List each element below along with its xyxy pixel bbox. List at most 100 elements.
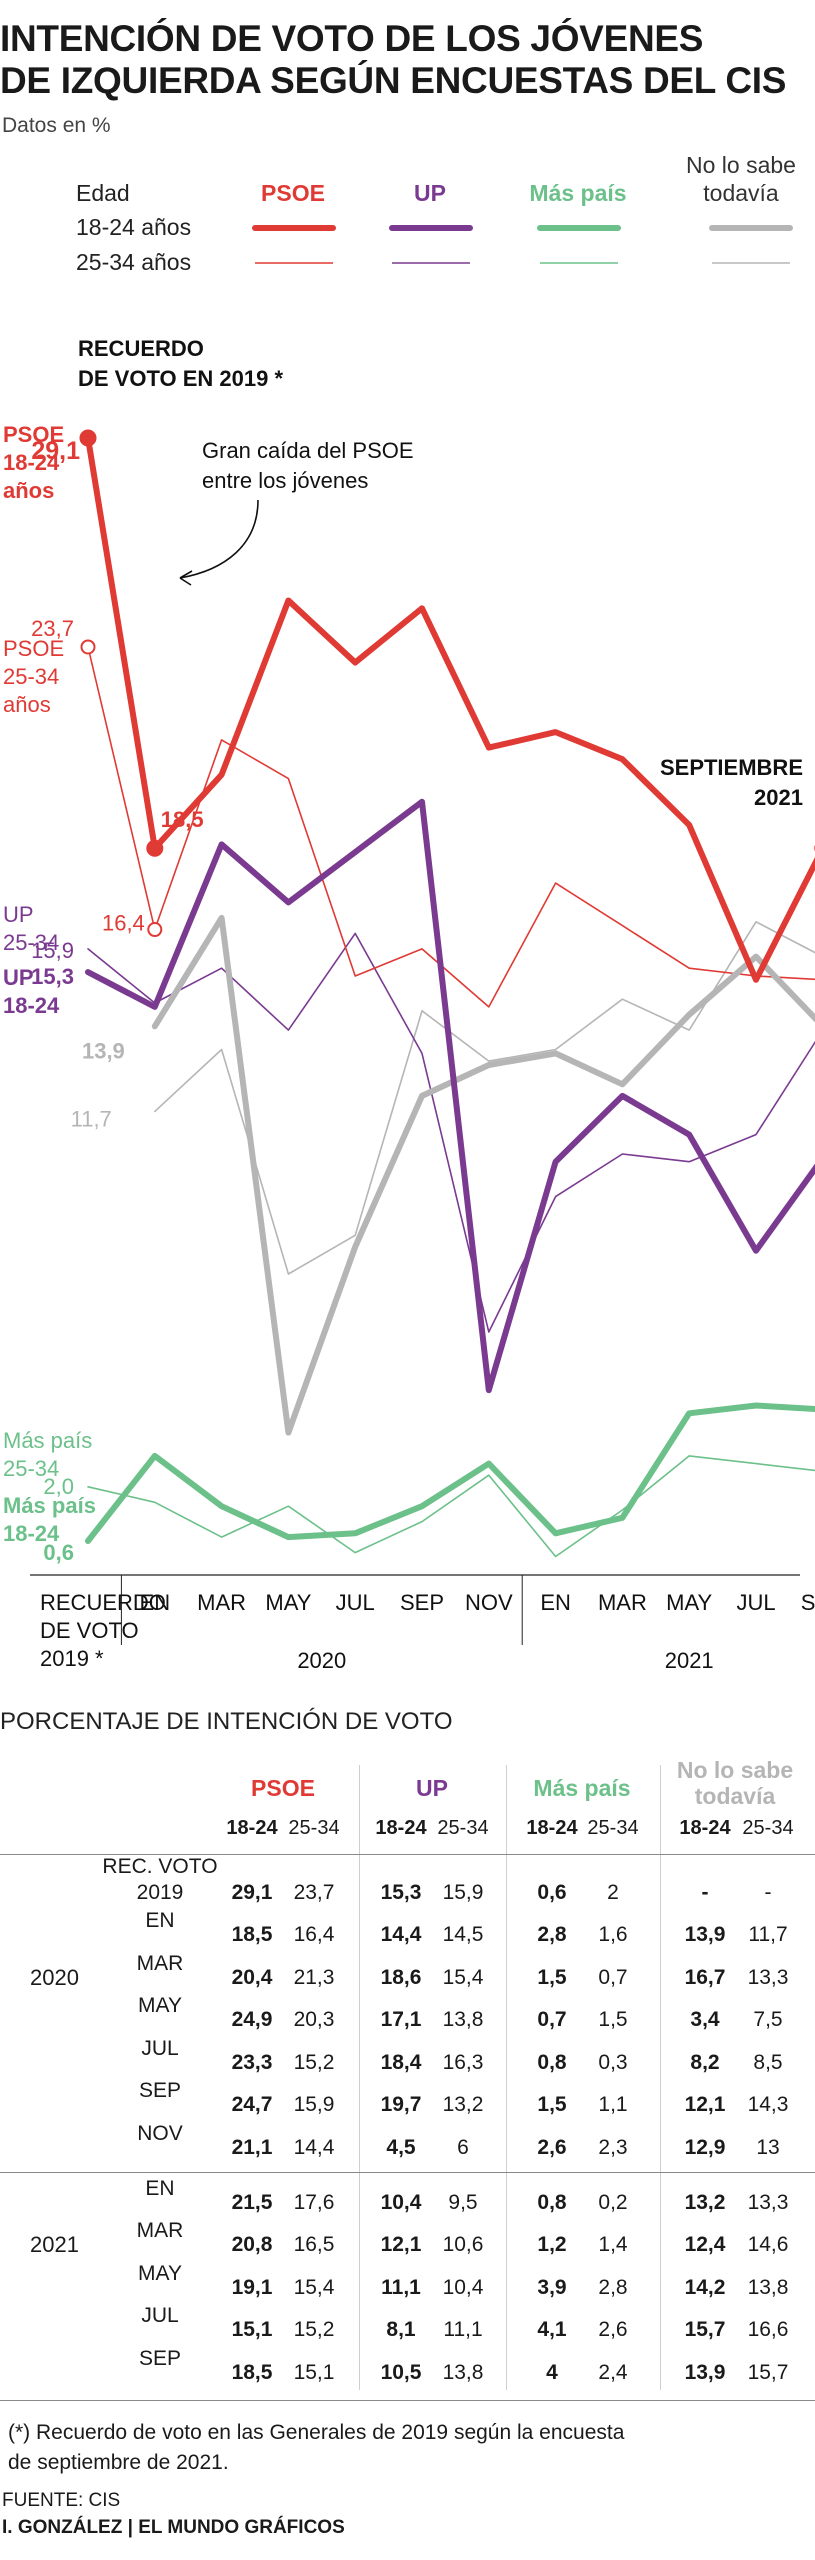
x-tick-label-0: EN: [140, 1590, 171, 1615]
annotation-caida-2: entre los jóvenes: [202, 468, 368, 493]
series-line-psoe-25-34: [87, 646, 815, 1008]
table-cell-7-1: 17,6: [293, 2191, 335, 2214]
table-cell-0-3: 15,9: [442, 1881, 484, 1904]
value-label-psoe-18-24-1: 18,5: [161, 807, 204, 832]
table-cell-0-6: -: [701, 1881, 709, 1904]
label-up-18-24: UP 18-24: [3, 965, 60, 1018]
label-psoe-25-34-line-1: PSOE: [3, 636, 64, 661]
annotation-septiembre-2: 2021: [754, 785, 803, 810]
value-label-up-25-34-0: 15,9: [31, 938, 74, 963]
table-cell-8-2: 12,1: [380, 2233, 422, 2256]
table-cell-7-6: 13,2: [684, 2191, 726, 2214]
label-psoe-18-24-line-2: 18-24: [3, 450, 60, 475]
table-cell-2-5: 0,7: [598, 1966, 628, 1989]
x-tick-label-9: JUL: [736, 1590, 775, 1615]
label-psoe-25-34: PSOE 25-34 años: [3, 636, 64, 717]
series-line-nosabe-18-24: [151, 914, 815, 1436]
table-row-label-11: SEP: [138, 2347, 182, 2370]
table-cell-7-7: 13,3: [747, 2191, 789, 2214]
x-tick-label-4: SEP: [400, 1590, 444, 1615]
value-label-psoe-25-34-1: 16,4: [102, 911, 145, 936]
x-year-label-0: 2020: [297, 1648, 346, 1673]
table-cell-5-4: 1,5: [537, 2093, 567, 2116]
table-cell-11-4: 4: [546, 2361, 558, 2384]
table-subheader-3: 25-34: [437, 1817, 489, 1839]
table-cell-5-1: 15,9: [293, 2093, 335, 2116]
table-row-label-8: MAR: [136, 2219, 184, 2242]
table-cell-5-0: 24,7: [231, 2093, 273, 2116]
table-cell-4-0: 23,3: [231, 2051, 273, 2074]
label-psoe-18-24: PSOE 18-24 años: [3, 422, 64, 503]
label-psoe-25-34-line-2: 25-34: [3, 664, 59, 689]
x-tick-label-7: MAR: [598, 1590, 647, 1615]
point-psoe-18-24-0: [79, 429, 97, 447]
table-cell-4-3: 16,3: [442, 2051, 484, 2074]
series-line-maspais-25-34: [87, 1455, 815, 1558]
table-cell-2-2: 18,6: [380, 1966, 422, 1989]
table-cell-0-2: 15,3: [380, 1881, 422, 1904]
table-year-2021: 2021: [30, 2232, 79, 2257]
x-tick-label-1: MAR: [197, 1590, 246, 1615]
table-cell-0-1: 23,7: [293, 1881, 335, 1904]
point-psoe-18-24-1: [146, 839, 164, 857]
label-psoe-18-24-line-1: PSOE: [3, 422, 64, 447]
table-cell-10-7: 16,6: [747, 2318, 789, 2341]
legend-age-header: Edad: [76, 180, 130, 206]
legend-psoe-label: PSOE: [261, 180, 325, 206]
table-cell-6-5: 2,3: [598, 2136, 628, 2159]
table-cell-8-0: 20,8: [231, 2233, 273, 2256]
table-bottom-rule: [0, 2400, 815, 2401]
table-cell-6-1: 14,4: [293, 2136, 335, 2159]
table-cell-10-0: 15,1: [231, 2318, 273, 2341]
label-up-18-24-line-1: UP: [3, 965, 34, 990]
table-cell-6-6: 12,9: [684, 2136, 726, 2159]
table-subheader-6: 18-24: [679, 1817, 731, 1839]
table-row-label-10: JUL: [141, 2304, 179, 2327]
table-cell-8-1: 16,5: [293, 2233, 335, 2256]
table-column-separator-2: [660, 1765, 661, 2390]
label-up-25-34-line-2: 25-34: [3, 930, 59, 955]
table-cell-11-2: 10,5: [380, 2361, 422, 2384]
label-maspais-18-24-line-1: Más país: [3, 1493, 96, 1518]
legend-nosabe-label-1: No lo sabe: [686, 152, 796, 178]
table-column-separator-1: [506, 1765, 507, 2390]
table-title: PORCENTAJE DE INTENCIÓN DE VOTO: [0, 1708, 453, 1735]
legend-maspais-label: Más país: [529, 180, 626, 206]
x-tick-recuerdo-0: RECUERDO: [40, 1590, 166, 1615]
x-axis: RECUERDO DE VOTO 2019 * EN MAR MAY JUL SEP NOV EN…: [30, 1574, 815, 1673]
table-cell-3-0: 24,9: [231, 2008, 273, 2031]
table-cell-9-4: 3,9: [537, 2276, 567, 2299]
label-maspais-25-34-line-1: Más país: [3, 1428, 92, 1453]
table-subheader-7: 25-34: [742, 1817, 794, 1839]
table-cell-2-6: 16,7: [684, 1966, 726, 1989]
series-line-nosabe-25-34: [154, 921, 815, 1275]
table-cell-9-0: 19,1: [231, 2276, 273, 2299]
table-row-label-1: EN: [145, 1909, 175, 1932]
table-cell-3-7: 7,5: [753, 2008, 783, 2031]
series-line-maspais-18-24: [85, 1402, 815, 1544]
table-cell-8-6: 12,4: [684, 2233, 726, 2256]
legend-age-18-24: 18-24 años: [76, 214, 191, 240]
table-cell-3-5: 1,5: [598, 2008, 628, 2031]
table-cell-9-1: 15,4: [293, 2276, 335, 2299]
series-layer: [85, 435, 815, 1558]
table-cell-0-0: 29,1: [231, 1881, 273, 1904]
table-cell-1-3: 14,5: [442, 1923, 484, 1946]
table-cell-3-4: 0,7: [537, 2008, 567, 2031]
table-cell-6-0: 21,1: [231, 2136, 273, 2159]
source-label: FUENTE: CIS: [2, 2490, 121, 2511]
value-label-maspais-25-34-0: 2,0: [43, 1474, 74, 1499]
table-group-header-0: PSOE: [251, 1775, 315, 1801]
table-cell-3-1: 20,3: [293, 2008, 335, 2031]
table-cell-5-2: 19,7: [380, 2093, 422, 2116]
credit-label: I. GONZÁLEZ | EL MUNDO GRÁFICOS: [2, 2517, 345, 2538]
table-row-label-3: MAY: [138, 1994, 182, 2017]
table-subheader-1: 25-34: [288, 1817, 340, 1839]
table-cell-9-3: 10,4: [442, 2276, 484, 2299]
table-cell-4-6: 8,2: [690, 2051, 720, 2074]
table-cell-1-6: 13,9: [684, 1923, 726, 1946]
table-cell-4-4: 0,8: [537, 2051, 567, 2074]
table-cell-10-1: 15,2: [293, 2318, 335, 2341]
value-label-layer: 29,118,518,523,716,415,115,310,515,913,8…: [31, 437, 204, 1565]
table-cell-10-4: 4,1: [537, 2318, 567, 2341]
